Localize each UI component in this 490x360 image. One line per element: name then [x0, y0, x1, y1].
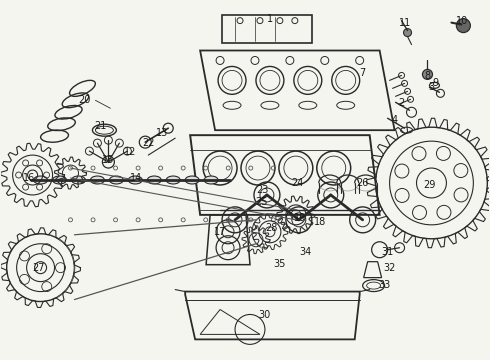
Circle shape [404, 28, 412, 37]
Text: 22: 22 [142, 138, 154, 148]
Text: 17: 17 [214, 227, 226, 237]
Text: 18: 18 [314, 217, 326, 227]
Text: 24: 24 [292, 178, 304, 188]
Ellipse shape [109, 176, 123, 184]
Text: 34: 34 [300, 247, 312, 257]
Text: 13: 13 [156, 128, 169, 138]
Text: 25: 25 [256, 197, 268, 207]
Text: 2: 2 [398, 98, 405, 108]
Circle shape [456, 19, 470, 32]
Text: 12: 12 [124, 147, 137, 157]
Text: 19: 19 [294, 213, 306, 223]
Text: 29: 29 [423, 180, 436, 190]
Text: 1: 1 [267, 14, 273, 24]
Text: 9: 9 [432, 78, 439, 88]
Ellipse shape [128, 176, 142, 184]
Ellipse shape [52, 176, 67, 184]
Text: 31: 31 [382, 247, 394, 257]
Ellipse shape [91, 176, 104, 184]
Text: 8: 8 [424, 71, 431, 81]
Ellipse shape [185, 176, 199, 184]
Ellipse shape [204, 176, 218, 184]
Text: 16: 16 [23, 173, 35, 183]
Text: 23: 23 [256, 185, 268, 195]
Text: 35: 35 [274, 259, 286, 269]
Text: 27: 27 [32, 263, 45, 273]
Ellipse shape [166, 176, 180, 184]
Text: 15: 15 [102, 155, 115, 165]
Text: 3: 3 [428, 82, 435, 93]
Text: 4: 4 [392, 115, 398, 125]
Text: 26: 26 [357, 178, 369, 188]
Text: 30: 30 [258, 310, 270, 320]
Text: 21: 21 [94, 121, 107, 131]
Ellipse shape [147, 176, 161, 184]
Ellipse shape [72, 176, 85, 184]
Text: 7: 7 [360, 68, 366, 78]
Text: 20: 20 [78, 95, 91, 105]
Ellipse shape [34, 176, 48, 184]
Text: 28: 28 [266, 223, 278, 233]
Text: 11: 11 [399, 18, 412, 28]
Text: 14: 14 [130, 173, 143, 183]
Circle shape [422, 69, 433, 80]
Text: 32: 32 [383, 263, 396, 273]
Text: 10: 10 [456, 15, 468, 26]
Text: 33: 33 [378, 280, 391, 289]
